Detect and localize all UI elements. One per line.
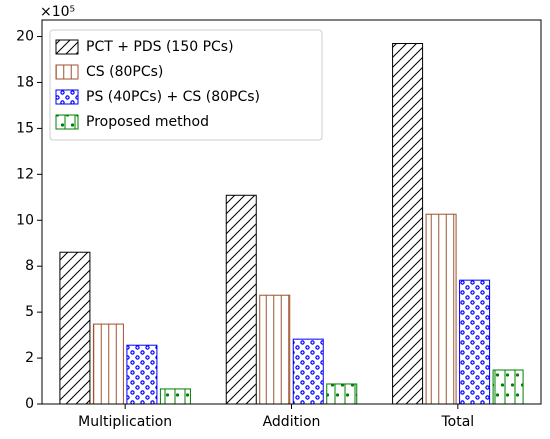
bar	[492, 369, 524, 405]
x-tick-label: Total	[440, 414, 474, 430]
y-tick-label: 10	[16, 212, 34, 228]
legend-label: PS (40PCs) + CS (80PCs)	[86, 89, 260, 105]
bar	[126, 344, 158, 405]
bar	[326, 383, 358, 405]
y-tick-label: 2	[25, 350, 34, 366]
bar	[159, 388, 191, 405]
y-tick-label: 18	[16, 74, 34, 90]
plot-frame	[41, 19, 542, 405]
y-tick-label: 20	[16, 29, 34, 45]
bar	[92, 323, 124, 405]
legend-label: Proposed method	[86, 114, 209, 130]
y-tick-label: 0	[25, 396, 34, 412]
legend-label: PCT + PDS (150 PCs)	[86, 39, 234, 55]
y-tick-label: 5	[25, 304, 34, 320]
legend-swatch	[55, 39, 79, 55]
y-offset-label: ×10⁵	[40, 4, 75, 20]
bar	[425, 213, 457, 405]
bar	[392, 43, 424, 405]
legend-swatch	[55, 64, 79, 80]
x-tick-label: Addition	[263, 414, 321, 430]
y-tick-label: 8	[25, 258, 34, 274]
bar	[259, 294, 291, 405]
bar	[292, 338, 324, 405]
y-tick-label: 12	[16, 166, 34, 182]
legend-swatch	[55, 89, 79, 105]
legend-label: CS (80PCs)	[86, 64, 163, 80]
legend-swatch	[55, 114, 79, 130]
x-tick-label: Multiplication	[78, 414, 172, 430]
bar	[459, 279, 491, 405]
y-tick-label: 15	[16, 120, 34, 136]
bar	[59, 251, 91, 405]
bar	[225, 194, 257, 405]
legend-box	[49, 29, 323, 141]
